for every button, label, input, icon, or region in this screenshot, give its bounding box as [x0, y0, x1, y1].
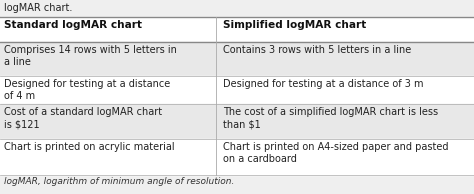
Text: logMAR, logarithm of minimum angle of resolution.: logMAR, logarithm of minimum angle of re… [4, 177, 234, 185]
Text: logMAR chart.: logMAR chart. [4, 3, 72, 13]
Text: Designed for testing at a distance of 3 m: Designed for testing at a distance of 3 … [223, 79, 423, 89]
Bar [0, 76, 474, 104]
Text: Comprises 14 rows with 5 letters in
a line: Comprises 14 rows with 5 letters in a li… [4, 45, 177, 67]
Text: Cost of a standard logMAR chart
is $121: Cost of a standard logMAR chart is $121 [4, 107, 162, 129]
Text: The cost of a simplified logMAR chart is less
than $1: The cost of a simplified logMAR chart is… [223, 107, 438, 129]
Text: Contains 3 rows with 5 letters in a line: Contains 3 rows with 5 letters in a line [223, 45, 411, 55]
Text: Simplified logMAR chart: Simplified logMAR chart [223, 20, 366, 30]
Bar [0, 139, 474, 175]
Text: Standard logMAR chart: Standard logMAR chart [4, 20, 142, 30]
Text: Chart is printed on acrylic material: Chart is printed on acrylic material [4, 142, 174, 152]
Bar [0, 17, 474, 42]
Bar [0, 104, 474, 139]
Text: Chart is printed on A4-sized paper and pasted
on a cardboard: Chart is printed on A4-sized paper and p… [223, 142, 448, 164]
Bar [0, 42, 474, 76]
Text: Designed for testing at a distance
of 4 m: Designed for testing at a distance of 4 … [4, 79, 170, 101]
